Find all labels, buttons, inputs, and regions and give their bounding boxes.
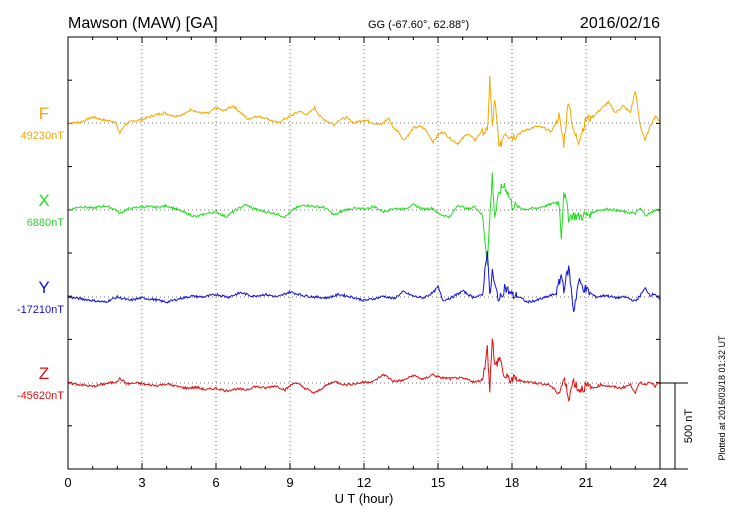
x-tick-label: 3 <box>138 475 145 490</box>
scale-bar: 500 nT <box>660 382 695 470</box>
series-baseline-z: -45620nT <box>17 390 64 402</box>
series-baseline-f: 49230nT <box>21 130 65 142</box>
x-tick-label: 21 <box>579 475 593 490</box>
series-lines <box>67 76 661 402</box>
series-name-z: Z <box>39 364 49 383</box>
x-tick-label: 15 <box>431 475 445 490</box>
series-name-y: Y <box>38 278 49 297</box>
x-tick-label: 24 <box>653 475 667 490</box>
x-tick-label: 12 <box>357 475 371 490</box>
scale-bar-label: 500 nT <box>683 409 695 444</box>
series-line-x <box>67 172 661 266</box>
station-title: Mawson (MAW) [GA] <box>68 15 218 32</box>
x-tick-label: 6 <box>212 475 219 490</box>
series-baseline-y: -17210nT <box>17 304 64 316</box>
series-line-z <box>67 338 661 402</box>
x-axis-label: U T (hour) <box>335 491 394 506</box>
plotted-at-label: Plotted at 2016/03/18 01:32 UT <box>717 335 727 461</box>
series-name-f: F <box>39 104 49 123</box>
plot-frame <box>67 36 661 470</box>
series-line-y <box>67 250 661 313</box>
station-coords: GG (-67.60°, 62.88°) <box>368 19 469 31</box>
x-tick-label: 9 <box>286 475 293 490</box>
x-ticks: 0 3 6 9 12 15 18 21 24 <box>64 36 667 490</box>
plot-date: 2016/02/16 <box>580 15 660 32</box>
series-baseline-x: 6880nT <box>27 217 65 229</box>
series-name-x: X <box>38 191 49 210</box>
grid <box>68 37 660 469</box>
series-labels: F 49230nT X 6880nT Y -17210nT Z -45620nT <box>17 104 64 402</box>
series-line-f <box>67 76 661 148</box>
x-tick-label: 0 <box>64 475 71 490</box>
x-tick-label: 18 <box>505 475 519 490</box>
